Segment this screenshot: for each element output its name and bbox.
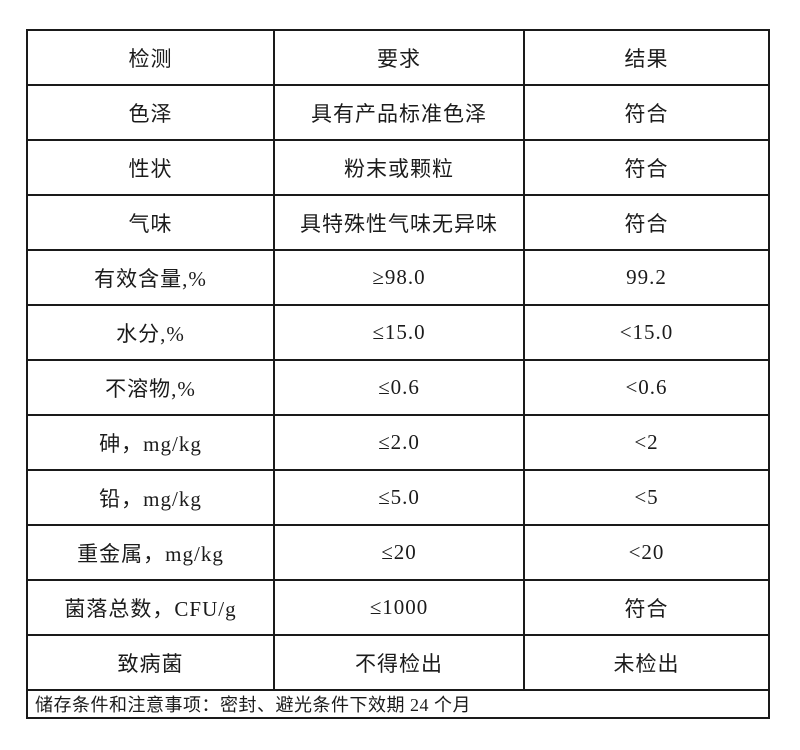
cell-test-item: 菌落总数，CFU/g	[26, 579, 275, 636]
cell-test-item: 色泽	[26, 84, 275, 141]
table-row: 有效含量,% ≥98.0 99.2	[26, 249, 770, 306]
cell-test-item: 水分,%	[26, 304, 275, 361]
table-body: 色泽 具有产品标准色泽 符合 性状 粉末或颗粒 符合 气味 具特殊性气味无异味 符合 有效含量,%…	[26, 84, 770, 691]
cell-result: 符合	[523, 84, 770, 141]
cell-result: 符合	[523, 579, 770, 636]
table-row: 气味 具特殊性气味无异味 符合	[26, 194, 770, 251]
cell-result: 符合	[523, 194, 770, 251]
table-row: 铅，mg/kg ≤5.0 <5	[26, 469, 770, 526]
table-row: 性状 粉末或颗粒 符合	[26, 139, 770, 196]
cell-requirement: 具有产品标准色泽	[273, 84, 525, 141]
cell-result: <15.0	[523, 304, 770, 361]
header-cell-requirement: 要求	[273, 29, 525, 86]
cell-result: <5	[523, 469, 770, 526]
cell-requirement: ≤20	[273, 524, 525, 581]
table-row: 重金属，mg/kg ≤20 <20	[26, 524, 770, 581]
header-cell-result: 结果	[523, 29, 770, 86]
cell-requirement: ≤15.0	[273, 304, 525, 361]
cell-test-item: 重金属，mg/kg	[26, 524, 275, 581]
table-row: 水分,% ≤15.0 <15.0	[26, 304, 770, 361]
cell-requirement: ≥98.0	[273, 249, 525, 306]
cell-result: 符合	[523, 139, 770, 196]
cell-requirement: ≤0.6	[273, 359, 525, 416]
cell-test-item: 有效含量,%	[26, 249, 275, 306]
cell-test-item: 致病菌	[26, 634, 275, 691]
cell-test-item: 性状	[26, 139, 275, 196]
cell-requirement: ≤5.0	[273, 469, 525, 526]
cell-requirement: 具特殊性气味无异味	[273, 194, 525, 251]
cell-result: <20	[523, 524, 770, 581]
table-row: 色泽 具有产品标准色泽 符合	[26, 84, 770, 141]
cell-test-item: 砷，mg/kg	[26, 414, 275, 471]
cell-requirement: 不得检出	[273, 634, 525, 691]
cell-requirement: ≤2.0	[273, 414, 525, 471]
cell-requirement: 粉末或颗粒	[273, 139, 525, 196]
table-row: 菌落总数，CFU/g ≤1000 符合	[26, 579, 770, 636]
table-row: 砷，mg/kg ≤2.0 <2	[26, 414, 770, 471]
cell-test-item: 不溶物,%	[26, 359, 275, 416]
table-row: 致病菌 不得检出 未检出	[26, 634, 770, 691]
storage-note: 储存条件和注意事项：密封、避光条件下效期 24 个月	[26, 689, 770, 719]
cell-result: 未检出	[523, 634, 770, 691]
cell-requirement: ≤1000	[273, 579, 525, 636]
table-row: 不溶物,% ≤0.6 <0.6	[26, 359, 770, 416]
header-cell-test: 检测	[26, 29, 275, 86]
cell-result: <0.6	[523, 359, 770, 416]
inspection-table: 检测 要求 结果 色泽 具有产品标准色泽 符合 性状 粉末或颗粒 符合 气味 具特殊性气味无异…	[26, 29, 770, 719]
cell-test-item: 气味	[26, 194, 275, 251]
header-row: 检测 要求 结果	[26, 29, 770, 86]
cell-result: <2	[523, 414, 770, 471]
cell-test-item: 铅，mg/kg	[26, 469, 275, 526]
footer-row: 储存条件和注意事项：密封、避光条件下效期 24 个月	[26, 689, 770, 719]
cell-result: 99.2	[523, 249, 770, 306]
